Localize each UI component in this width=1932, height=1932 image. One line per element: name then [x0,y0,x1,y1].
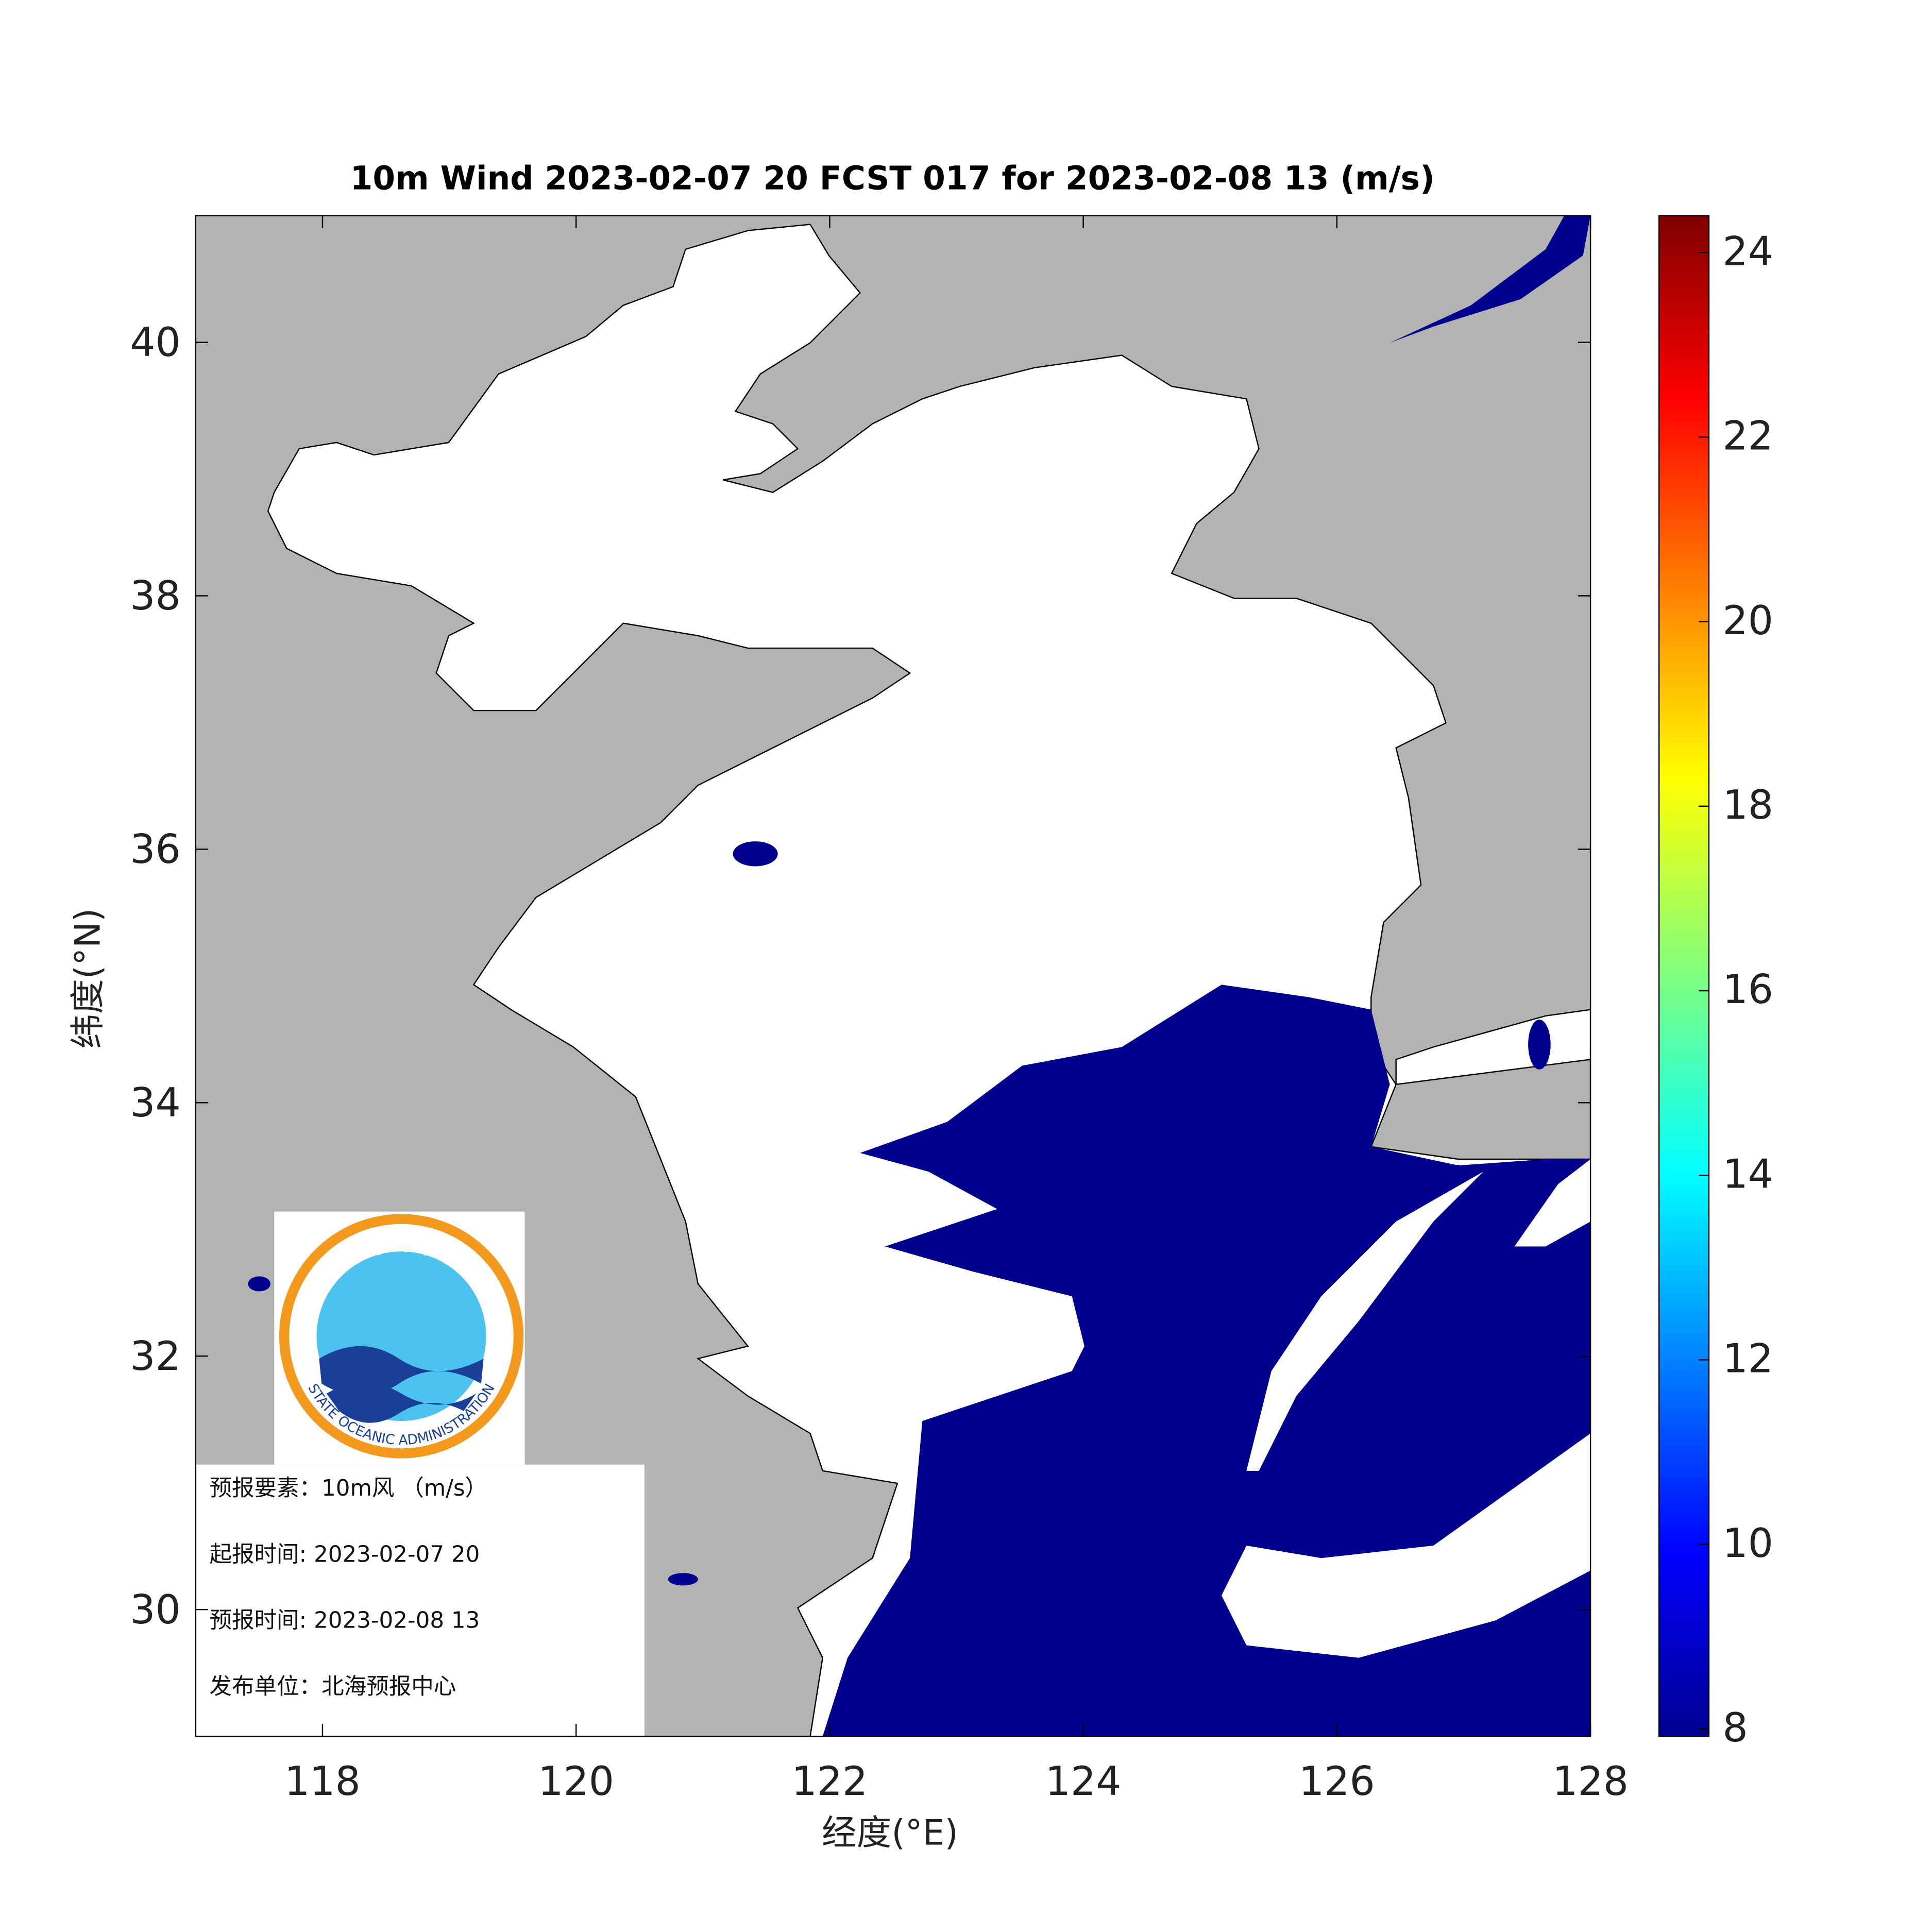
info-line: 发布单位：北海预报中心 [209,1674,456,1700]
y-tick-label: 30 [130,1587,181,1633]
colorbar-tick-label: 18 [1723,782,1774,828]
logo: 国家海洋局 STATE OCEANIC ADMINISTRATION [279,1214,524,1459]
calm-areas [1221,1159,1591,1658]
chart-title: 10m Wind 2023-02-07 20 FCST 017 for 2023… [350,160,1435,197]
info-line: 预报要素：10m风 （m/s） [209,1476,487,1501]
wind-shading [248,215,1591,1737]
colorbar-tick-label: 16 [1723,967,1774,1013]
calm-area [1246,1172,1484,1471]
y-tick-label: 40 [130,319,181,366]
colorbar-tick-label: 10 [1723,1520,1774,1567]
wind-area [668,1573,698,1586]
logo-wave [326,1382,477,1423]
x-tick-label: 118 [284,1758,361,1805]
colorbar-tick-label: 8 [1723,1705,1748,1751]
x-tick-label: 122 [792,1758,868,1805]
y-tick-label: 32 [130,1333,181,1380]
colorbar [1658,215,1710,1737]
calm-area [1514,1159,1591,1247]
x-tick-label: 128 [1552,1758,1629,1805]
colorbar-tick-label: 12 [1723,1336,1774,1382]
colorbar-tick-label: 22 [1723,413,1774,460]
y-tick-label: 34 [130,1080,181,1126]
wind-area [1389,215,1591,343]
colorbar-tick-label: 14 [1723,1151,1774,1197]
info-line: 预报时间: 2023-02-08 13 [209,1608,480,1634]
y-axis-label: 纬度(°N) [67,908,108,1049]
info-line: 起报时间: 2023-02-07 20 [209,1541,480,1567]
axes-frame [195,215,1591,1737]
x-tick-label: 126 [1299,1758,1375,1805]
info-panel [195,1464,645,1737]
wind-area [1528,1020,1551,1070]
map-area [195,215,1591,1737]
colorbar-tick-label: 20 [1723,598,1774,644]
y-tick-label: 38 [130,573,181,619]
x-tick-label: 120 [538,1758,614,1805]
y-tick-label: 36 [130,826,181,873]
x-tick-label: 124 [1045,1758,1122,1805]
calm-area [1221,1433,1591,1658]
colorbar-tick-label: 24 [1723,228,1774,275]
x-axis-label: 经度(°E) [822,1812,958,1853]
wind-area [248,1276,270,1292]
wind-area [822,985,1591,1737]
wind-area [733,841,778,867]
